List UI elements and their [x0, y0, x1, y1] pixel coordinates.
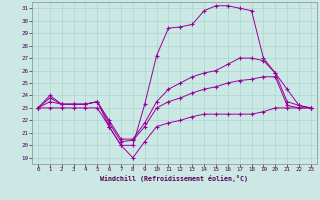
X-axis label: Windchill (Refroidissement éolien,°C): Windchill (Refroidissement éolien,°C) — [100, 175, 248, 182]
